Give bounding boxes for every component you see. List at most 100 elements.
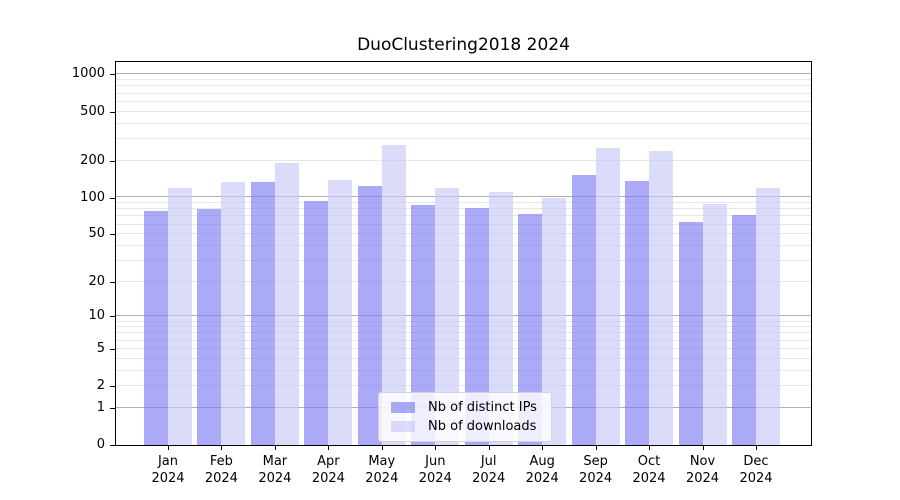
x-tick-label: Jun 2024	[418, 454, 452, 486]
bar-downloads	[702, 203, 727, 445]
minor-gridline	[116, 320, 811, 322]
minor-gridline	[116, 385, 811, 387]
y-tick-mark	[110, 316, 115, 318]
minor-gridline	[116, 223, 811, 225]
y-tick-label: 2	[96, 378, 105, 394]
chart-title: DuoClustering2018 2024	[357, 35, 570, 55]
major-gridline	[116, 73, 811, 75]
minor-gridline	[116, 92, 811, 94]
minor-gridline	[116, 79, 811, 81]
minor-gridline	[116, 215, 811, 217]
bar-downloads	[328, 180, 353, 445]
bar-downloads	[755, 188, 780, 445]
minor-gridline	[116, 122, 811, 124]
x-tick-mark	[168, 446, 169, 450]
x-tick-label: Nov 2024	[685, 454, 720, 486]
bar-downloads	[168, 187, 192, 445]
x-tick-label: Dec 2024	[739, 454, 773, 486]
major-gridline	[116, 196, 811, 198]
y-tick-mark	[110, 160, 115, 162]
bar-distinct-ips	[678, 221, 703, 445]
y-tick-label: 1	[96, 399, 105, 415]
minor-gridline	[116, 110, 811, 112]
minor-gridline	[116, 357, 811, 359]
minor-gridline	[116, 326, 811, 328]
bar-downloads	[649, 150, 674, 445]
y-tick-mark	[110, 74, 115, 76]
bar-distinct-ips	[357, 186, 382, 445]
bar-distinct-ips	[571, 174, 596, 445]
y-tick-label: 500	[80, 103, 105, 119]
minor-gridline	[116, 208, 811, 210]
x-tick-label: Aug 2024	[525, 454, 559, 486]
minor-gridline	[116, 259, 811, 261]
x-tick-label: Oct 2024	[632, 454, 666, 486]
bar-distinct-ips	[144, 210, 168, 445]
y-tick-mark	[110, 386, 115, 388]
x-tick-mark	[221, 446, 223, 450]
y-tick-mark	[110, 111, 115, 113]
x-tick-mark	[595, 446, 597, 450]
bar-distinct-ips	[625, 181, 650, 445]
minor-gridline	[116, 332, 811, 334]
legend-label-downloads: Nb of downloads	[428, 419, 537, 434]
legend-swatch-distinct-ips	[391, 402, 415, 413]
minor-gridline	[116, 244, 811, 246]
y-tick-mark	[110, 197, 115, 199]
x-tick-label: Jan 2024	[151, 454, 185, 486]
minor-gridline	[116, 85, 811, 87]
y-tick-mark	[110, 348, 115, 350]
legend-swatch-downloads	[391, 421, 415, 432]
y-tick-label: 5	[96, 340, 105, 356]
minor-gridline	[116, 280, 811, 282]
y-tick-mark	[110, 445, 115, 446]
x-tick-mark	[328, 446, 330, 450]
y-tick-label: 1000	[71, 66, 105, 82]
y-tick-mark	[110, 281, 115, 283]
y-tick-label: 10	[88, 308, 105, 324]
x-tick-mark	[488, 446, 490, 450]
legend: Nb of distinct IPs Nb of downloads	[378, 392, 552, 442]
minor-gridline	[116, 137, 811, 139]
legend-item-downloads: Nb of downloads	[391, 417, 537, 436]
x-tick-mark	[435, 446, 437, 450]
bar-downloads	[274, 163, 299, 445]
minor-gridline	[116, 347, 811, 349]
x-tick-label: Sep 2024	[579, 454, 613, 486]
y-tick-label: 20	[88, 273, 105, 289]
y-tick-label: 200	[80, 152, 105, 168]
bar-distinct-ips	[197, 209, 222, 445]
bar-distinct-ips	[250, 182, 275, 445]
bar-downloads	[221, 181, 246, 445]
x-tick-label: Jul 2024	[472, 454, 506, 486]
minor-gridline	[116, 202, 811, 204]
plot-area: Nb of distinct IPs Nb of downloads	[115, 61, 812, 446]
x-tick-mark	[756, 446, 757, 450]
major-gridline	[116, 315, 811, 317]
y-tick-label: 100	[80, 189, 105, 205]
x-tick-mark	[542, 446, 544, 450]
y-tick-mark	[110, 234, 115, 236]
minor-gridline	[116, 369, 811, 371]
legend-label-distinct-ips: Nb of distinct IPs	[428, 400, 537, 415]
x-tick-mark	[381, 446, 383, 450]
bar-downloads	[595, 147, 620, 445]
x-tick-mark	[649, 446, 650, 450]
bar-distinct-ips	[731, 214, 756, 445]
y-tick-label: 50	[88, 226, 105, 242]
x-tick-label: May 2024	[365, 454, 399, 486]
minor-gridline	[116, 233, 811, 235]
minor-gridline	[116, 100, 811, 102]
minor-gridline	[116, 159, 811, 161]
y-tick-label: 0	[96, 437, 105, 452]
x-tick-label: Mar 2024	[258, 454, 292, 486]
legend-item-distinct-ips: Nb of distinct IPs	[391, 398, 537, 417]
x-tick-label: Apr 2024	[311, 454, 345, 486]
minor-gridline	[116, 339, 811, 341]
x-tick-mark	[274, 446, 276, 450]
x-tick-label: Feb 2024	[204, 454, 238, 486]
y-tick-mark	[110, 407, 115, 409]
x-tick-mark	[702, 446, 704, 450]
bar-distinct-ips	[304, 201, 329, 445]
